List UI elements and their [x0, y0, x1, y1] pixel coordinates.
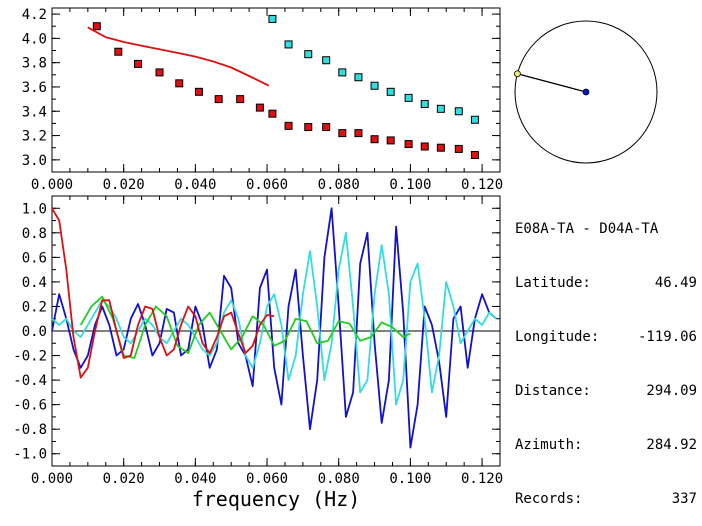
compass-circle [514, 20, 658, 164]
data-point [404, 93, 413, 102]
data-point [370, 135, 379, 144]
x-tick-label: 0.040 [174, 177, 216, 193]
y-tick-label: 1.0 [22, 201, 47, 217]
info-row-azimuth: Azimuth: 284.92 [515, 436, 697, 454]
x-tick-label: 0.120 [461, 177, 503, 193]
info-value: 337 [671, 491, 697, 507]
data-point [470, 115, 479, 124]
data-point [155, 68, 164, 77]
data-point [454, 107, 463, 116]
y-tick-label: -0.8 [13, 422, 47, 438]
data-point [386, 136, 395, 145]
y-tick-label: 3.6 [22, 80, 47, 96]
data-point [134, 59, 143, 68]
center-station-dot [582, 88, 590, 96]
series-line-3 [51, 207, 275, 379]
x-tick-label: 0.040 [174, 471, 216, 487]
x-tick-label: 0.020 [103, 471, 145, 487]
data-point [370, 81, 379, 90]
x-tick-label: 0.080 [318, 471, 360, 487]
y-tick-label: -1.0 [13, 447, 47, 463]
data-point [386, 87, 395, 96]
x-tick-label: 0.060 [246, 177, 288, 193]
info-value: 284.92 [646, 437, 697, 453]
bottom-chart: 0.000 0.020 0.040 0.060 0.080 0.100 0.120 1.0 0.… [13, 195, 503, 511]
top-chart: 0.000 0.020 0.040 0.060 0.080 0.100 0.120 3.0 3.… [22, 7, 503, 193]
data-point [322, 123, 331, 132]
y-tick-label: 0.4 [22, 275, 47, 291]
y-tick-label: 3.0 [22, 153, 47, 169]
info-value: -119.06 [637, 329, 697, 345]
y-tick-label: 3.8 [22, 56, 47, 72]
y-tick-label: -0.2 [13, 349, 47, 365]
series-line-0 [51, 207, 497, 449]
info-label: Longitude: [515, 329, 600, 345]
data-point [322, 56, 331, 65]
data-point [268, 14, 277, 23]
x-tick-label: 0.100 [389, 471, 431, 487]
info-row-latitude: Latitude: 46.49 [515, 274, 697, 292]
info-row-distance: Distance: 294.09 [515, 382, 697, 400]
info-row-records: Records: 337 [515, 490, 697, 508]
data-point [214, 95, 223, 104]
data-point [338, 129, 347, 138]
y-tick-label: 0.8 [22, 226, 47, 242]
data-point [436, 104, 445, 113]
data-point [454, 144, 463, 153]
info-label: Azimuth: [515, 437, 583, 453]
data-point [255, 103, 264, 112]
y-tick-label: -0.6 [13, 398, 47, 414]
y-tick-label: 0.0 [22, 324, 47, 340]
data-point [354, 73, 363, 82]
y-tick-label: 0.6 [22, 250, 47, 266]
y-tick-label: 0.2 [22, 299, 47, 315]
x-tick-label: 0.020 [103, 177, 145, 193]
info-value: 294.09 [646, 383, 697, 399]
x-tick-label: 0.080 [318, 177, 360, 193]
series-line-2 [79, 295, 411, 359]
azimuth-line [517, 73, 587, 93]
data-point [304, 123, 313, 132]
x-tick-label: 0.060 [246, 471, 288, 487]
data-point [470, 150, 479, 159]
station-pair-title: E08A-TA - D04A-TA [515, 221, 659, 237]
data-point [194, 87, 203, 96]
data-point [284, 121, 293, 130]
azimuth-compass [513, 20, 658, 164]
station-info-panel: E08A-TA - D04A-TA Latitude: 46.49 Longit… [515, 184, 697, 526]
series-line-1 [51, 231, 497, 406]
data-point [284, 40, 293, 49]
data-point [436, 143, 445, 152]
plot-frame [51, 7, 501, 173]
data-point [114, 47, 123, 56]
data-point [354, 129, 363, 138]
y-tick-label: 3.4 [22, 104, 47, 120]
x-axis-label: frequency (Hz) [192, 487, 361, 511]
x-tick-label: 0.000 [31, 177, 73, 193]
data-point [268, 109, 277, 118]
x-tick-label: 0.120 [461, 471, 503, 487]
data-point [304, 50, 313, 59]
y-tick-label: 3.2 [22, 129, 47, 145]
x-tick-label: 0.000 [31, 471, 73, 487]
y-tick-label: -0.4 [13, 373, 47, 389]
series-line-2 [87, 26, 270, 87]
info-value: 46.49 [654, 275, 697, 291]
data-point [338, 68, 347, 77]
remote-station-dot [513, 70, 521, 78]
x-tick-label: 0.100 [389, 177, 431, 193]
info-row-longitude: Longitude: -119.06 [515, 328, 697, 346]
y-tick-label: 4.2 [22, 7, 47, 23]
y-tick-label: 4.0 [22, 31, 47, 47]
data-point [175, 79, 184, 88]
data-point [236, 95, 245, 104]
data-point [420, 142, 429, 151]
data-point [420, 99, 429, 108]
data-point [92, 22, 101, 31]
info-label: Distance: [515, 383, 591, 399]
info-label: Records: [515, 491, 583, 507]
info-label: Latitude: [515, 275, 591, 291]
data-point [404, 140, 413, 149]
